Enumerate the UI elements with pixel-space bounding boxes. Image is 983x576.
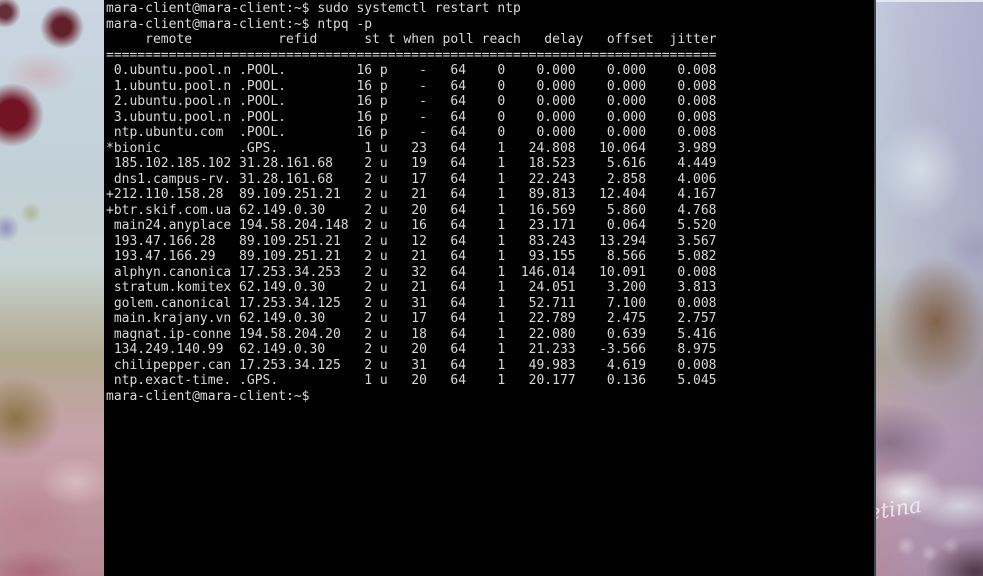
ntpq-peer-row: 134.249.140.99 62.149.0.30 2 u 20 64 1 2…: [106, 342, 717, 357]
ntpq-peer-row: ntp.exact-time. .GPS. 1 u 20 64 1 20.177…: [106, 373, 717, 388]
ntpq-peer-row: 1.ubuntu.pool.n .POOL. 16 p - 64 0 0.000…: [106, 78, 717, 94]
ntpq-peer-row: *bionic .GPS. 1 u 23 64 1 24.808 10.064 …: [106, 140, 717, 156]
ntpq-peer-row: 193.47.166.28 89.109.251.21 2 u 12 64 1 …: [106, 233, 717, 249]
ntpq-header-line: remote refid st t when poll reach delay …: [106, 32, 717, 47]
ntpq-peer-row: 2.ubuntu.pool.n .POOL. 16 p - 64 0 0.000…: [106, 94, 717, 109]
prompt-command-line: mara-client@mara-client:~$ ntpq -p: [106, 16, 373, 32]
ntpq-peer-row: dns1.campus-rv. 31.28.161.68 2 u 17 64 1…: [106, 171, 717, 187]
ntpq-peer-row: golem.canonical 17.253.34.125 2 u 31 64 …: [106, 295, 717, 311]
terminal-screen: mara-client@mara-client:~$ sudo systemct…: [104, 0, 874, 404]
prompt-command-line: mara-client@mara-client:~$ sudo systemct…: [106, 1, 521, 16]
ntpq-peer-row: 193.47.166.29 89.109.251.21 2 u 21 64 1 …: [106, 249, 717, 264]
wallpaper-top-edge: [874, 0, 983, 2]
prompt-line: mara-client@mara-client:~$: [106, 388, 318, 404]
ntpq-peer-row: +btr.skif.com.ua 62.149.0.30 2 u 20 64 1…: [106, 202, 717, 218]
ntpq-peer-row: alphyn.canonica 17.253.34.253 2 u 32 64 …: [106, 264, 717, 280]
ntpq-peer-row: 185.102.185.102 31.28.161.68 2 u 19 64 1…: [106, 156, 717, 171]
ntpq-peer-row: chilipepper.can 17.253.34.125 2 u 31 64 …: [106, 357, 717, 373]
ntpq-peer-row: stratum.komitex 62.149.0.30 2 u 21 64 1 …: [106, 280, 717, 295]
ntpq-separator-line: ========================================…: [106, 47, 717, 63]
ntpq-peer-row: 0.ubuntu.pool.n .POOL. 16 p - 64 0 0.000…: [106, 63, 717, 78]
ntpq-peer-row: +212.110.158.28 89.109.251.21 2 u 21 64 …: [106, 187, 717, 202]
terminal-window[interactable]: mara-client@mara-client:~$ sudo systemct…: [104, 0, 874, 576]
ntpq-peer-row: 3.ubuntu.pool.n .POOL. 16 p - 64 0 0.000…: [106, 109, 717, 125]
ntpq-peer-row: ntp.ubuntu.com .POOL. 16 p - 64 0 0.000 …: [106, 125, 717, 140]
terminal-window-edge: [874, 0, 876, 576]
ntpq-peer-row: main.krajany.vn 62.149.0.30 2 u 17 64 1 …: [106, 311, 717, 326]
ntpq-peer-row: magnat.ip-conne 194.58.204.20 2 u 18 64 …: [106, 326, 717, 342]
ntpq-peer-row: main24.anyplace 194.58.204.148 2 u 16 64…: [106, 218, 717, 233]
